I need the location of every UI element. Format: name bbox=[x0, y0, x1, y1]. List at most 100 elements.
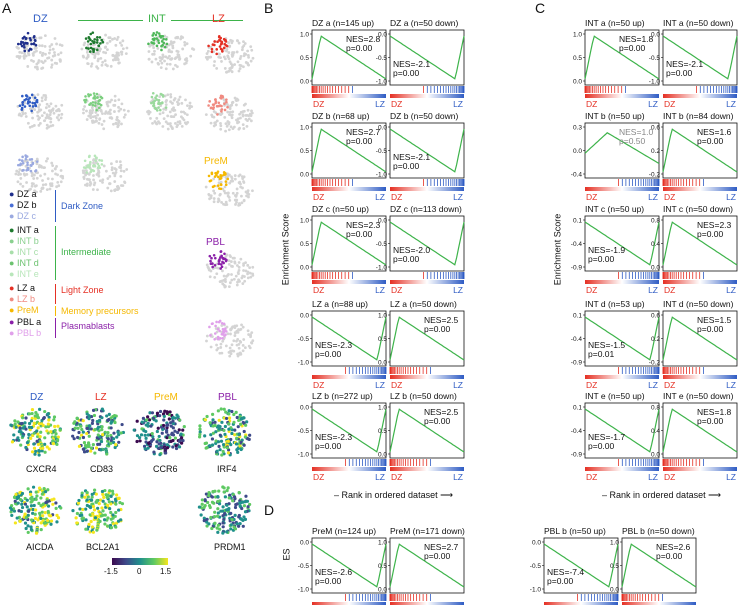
umap-lz-a bbox=[204, 34, 255, 74]
gsea-ytick-label: 1.0 bbox=[378, 313, 387, 320]
umap-prem bbox=[204, 170, 254, 207]
legend-int-b: INT b bbox=[16, 236, 39, 246]
legend-dz-a: DZ a bbox=[16, 189, 37, 199]
gene-header-dz: DZ bbox=[30, 392, 44, 403]
colorbar-tick-min: -1.5 bbox=[104, 567, 118, 576]
gsea-ytick-label: 0.2 bbox=[651, 148, 660, 155]
gsea-ytick-label: -1.0 bbox=[298, 452, 310, 459]
gsea-nes: NES=-7.4 bbox=[547, 567, 584, 577]
gsea-right-label: LZ bbox=[648, 192, 658, 202]
gsea-ytick-label: 0.0 bbox=[300, 172, 309, 179]
gsea-nes: NES=-2.3 bbox=[315, 432, 352, 442]
gsea-title: DZ a (n=50 down) bbox=[390, 18, 458, 28]
gsea-p: p=0.00 bbox=[393, 68, 420, 78]
gsea-title: DZ a (n=145 up) bbox=[312, 18, 374, 28]
gsea-ytick-label: 0.1 bbox=[573, 405, 582, 412]
gsea-ytick-label: 0.5 bbox=[300, 148, 309, 155]
gsea-curve bbox=[584, 221, 660, 266]
gsea-ytick-label: 0.4 bbox=[651, 428, 660, 435]
gsea-title: DZ b (n=50 down) bbox=[390, 111, 458, 121]
gsea-right-label: LZ bbox=[453, 99, 463, 109]
legend-pbl-a: PBL a bbox=[16, 317, 42, 327]
gsea-nes: NES=-1.7 bbox=[588, 432, 625, 442]
gsea-ytick-label: 0.0 bbox=[573, 79, 582, 86]
gene-header-pbl: PBL bbox=[218, 392, 237, 403]
gsea-p: p=0.00 bbox=[619, 43, 646, 53]
gsea-nes: NES=2.3 bbox=[697, 220, 732, 230]
gsea-nes: NES=-1.9 bbox=[588, 245, 625, 255]
gsea-gradient-bar bbox=[585, 280, 659, 284]
umap-int-e bbox=[81, 154, 129, 193]
gene-map-prdm1 bbox=[197, 485, 252, 535]
gsea-left-label: DZ bbox=[313, 285, 324, 295]
gsea-right-label: LZ bbox=[648, 99, 658, 109]
gsea-ytick-label: 0.5 bbox=[378, 428, 387, 435]
umap-int-c bbox=[82, 92, 130, 131]
cluster-legend: ● DZ a ● DZ b ● DZ c Dark Zone ● INT a ●… bbox=[9, 189, 139, 338]
gsea-ytick-label: 0.4 bbox=[651, 241, 660, 248]
gsea-title: INT d (n=53 up) bbox=[585, 299, 645, 309]
gsea-ytick-label: 1.0 bbox=[378, 540, 387, 547]
gsea-ytick-label: 0.0 bbox=[378, 452, 387, 459]
gsea-curve bbox=[662, 35, 738, 80]
gsea-nes: NES=2.6 bbox=[656, 542, 691, 552]
gsea-curve bbox=[389, 408, 465, 453]
gsea-ytick-label: 0.0 bbox=[378, 218, 387, 225]
gsea-barcode bbox=[423, 272, 465, 279]
gsea-right-label: LZ bbox=[453, 472, 463, 482]
gsea-title: INT b (n=50 up) bbox=[585, 111, 645, 121]
gene-map-bcl2a1 bbox=[71, 488, 125, 534]
gsea-gradient-bar bbox=[585, 375, 659, 379]
gsea-p: p=0.01 bbox=[588, 349, 615, 359]
gsea-ytick-label: -1.0 bbox=[376, 79, 388, 86]
gsea-left-label: DZ bbox=[391, 192, 402, 202]
gsea-curve bbox=[311, 408, 387, 453]
umap-int-b bbox=[147, 31, 196, 71]
gsea-barcode bbox=[662, 272, 704, 279]
gsea-left-label: DZ bbox=[664, 192, 675, 202]
umap-header-int: INT bbox=[148, 13, 166, 25]
gsea-barcode bbox=[584, 86, 626, 93]
gsea-gradient-bar bbox=[390, 375, 464, 379]
gsea-ytick-label: -0.5 bbox=[298, 336, 310, 343]
gsea-right-label: LZ bbox=[726, 285, 736, 295]
gsea-curve bbox=[662, 128, 738, 173]
gsea-ytick-label: -1.0 bbox=[376, 172, 388, 179]
gsea-barcode bbox=[662, 459, 704, 466]
gsea-ytick-label: 0.0 bbox=[573, 148, 582, 155]
gsea-ytick-label: 0.5 bbox=[610, 563, 619, 570]
gene-label-bcl2a1: BCL2A1 bbox=[86, 542, 120, 552]
gsea-right-label: LZ bbox=[453, 285, 463, 295]
gsea-ytick-label: 0.0 bbox=[378, 360, 387, 367]
gsea-gradient-bar bbox=[312, 187, 386, 191]
gsea-nes: NES=1.6 bbox=[697, 127, 732, 137]
umap-header-pbl: PBL bbox=[206, 237, 225, 248]
gsea-right-label: LZ bbox=[375, 285, 385, 295]
gsea-gradient-bar bbox=[622, 602, 696, 605]
colorbar-tick-max: 1.5 bbox=[160, 567, 172, 576]
umap-pbl-a bbox=[205, 250, 255, 289]
gene-label-ccr6: CCR6 bbox=[153, 464, 178, 474]
gsea-left-label: DZ bbox=[586, 99, 597, 109]
gsea-ytick-label: -0.2 bbox=[649, 360, 661, 367]
gsea-ytick-label: -0.9 bbox=[571, 360, 583, 367]
umap-dz-a bbox=[15, 31, 64, 71]
gsea-p: p=0.00 bbox=[588, 254, 615, 264]
gsea-right-label: LZ bbox=[375, 472, 385, 482]
gsea-ytick-label: -0.5 bbox=[376, 148, 388, 155]
legend-dz-c: DZ c bbox=[16, 211, 36, 221]
gsea-plot-1: DZ a (n=50 down)0.0 -0.5 -1.0 NES=-2.1p=0.0… bbox=[376, 18, 465, 109]
gsea-curve bbox=[389, 543, 465, 588]
gene-map-aicda bbox=[8, 485, 63, 535]
umap-lz-b bbox=[204, 94, 254, 133]
gsea-curve bbox=[311, 35, 387, 80]
gsea-ytick-label: 1.0 bbox=[573, 32, 582, 39]
gsea-gradient-bar bbox=[390, 187, 464, 191]
gsea-ytick-label: -0.4 bbox=[571, 336, 583, 343]
panel-label-c: C bbox=[535, 0, 546, 16]
gene-label-cxcr4: CXCR4 bbox=[26, 464, 57, 474]
gsea-left-label: DZ bbox=[391, 472, 402, 482]
gsea-barcode bbox=[389, 459, 431, 466]
gsea-curve bbox=[662, 408, 738, 453]
